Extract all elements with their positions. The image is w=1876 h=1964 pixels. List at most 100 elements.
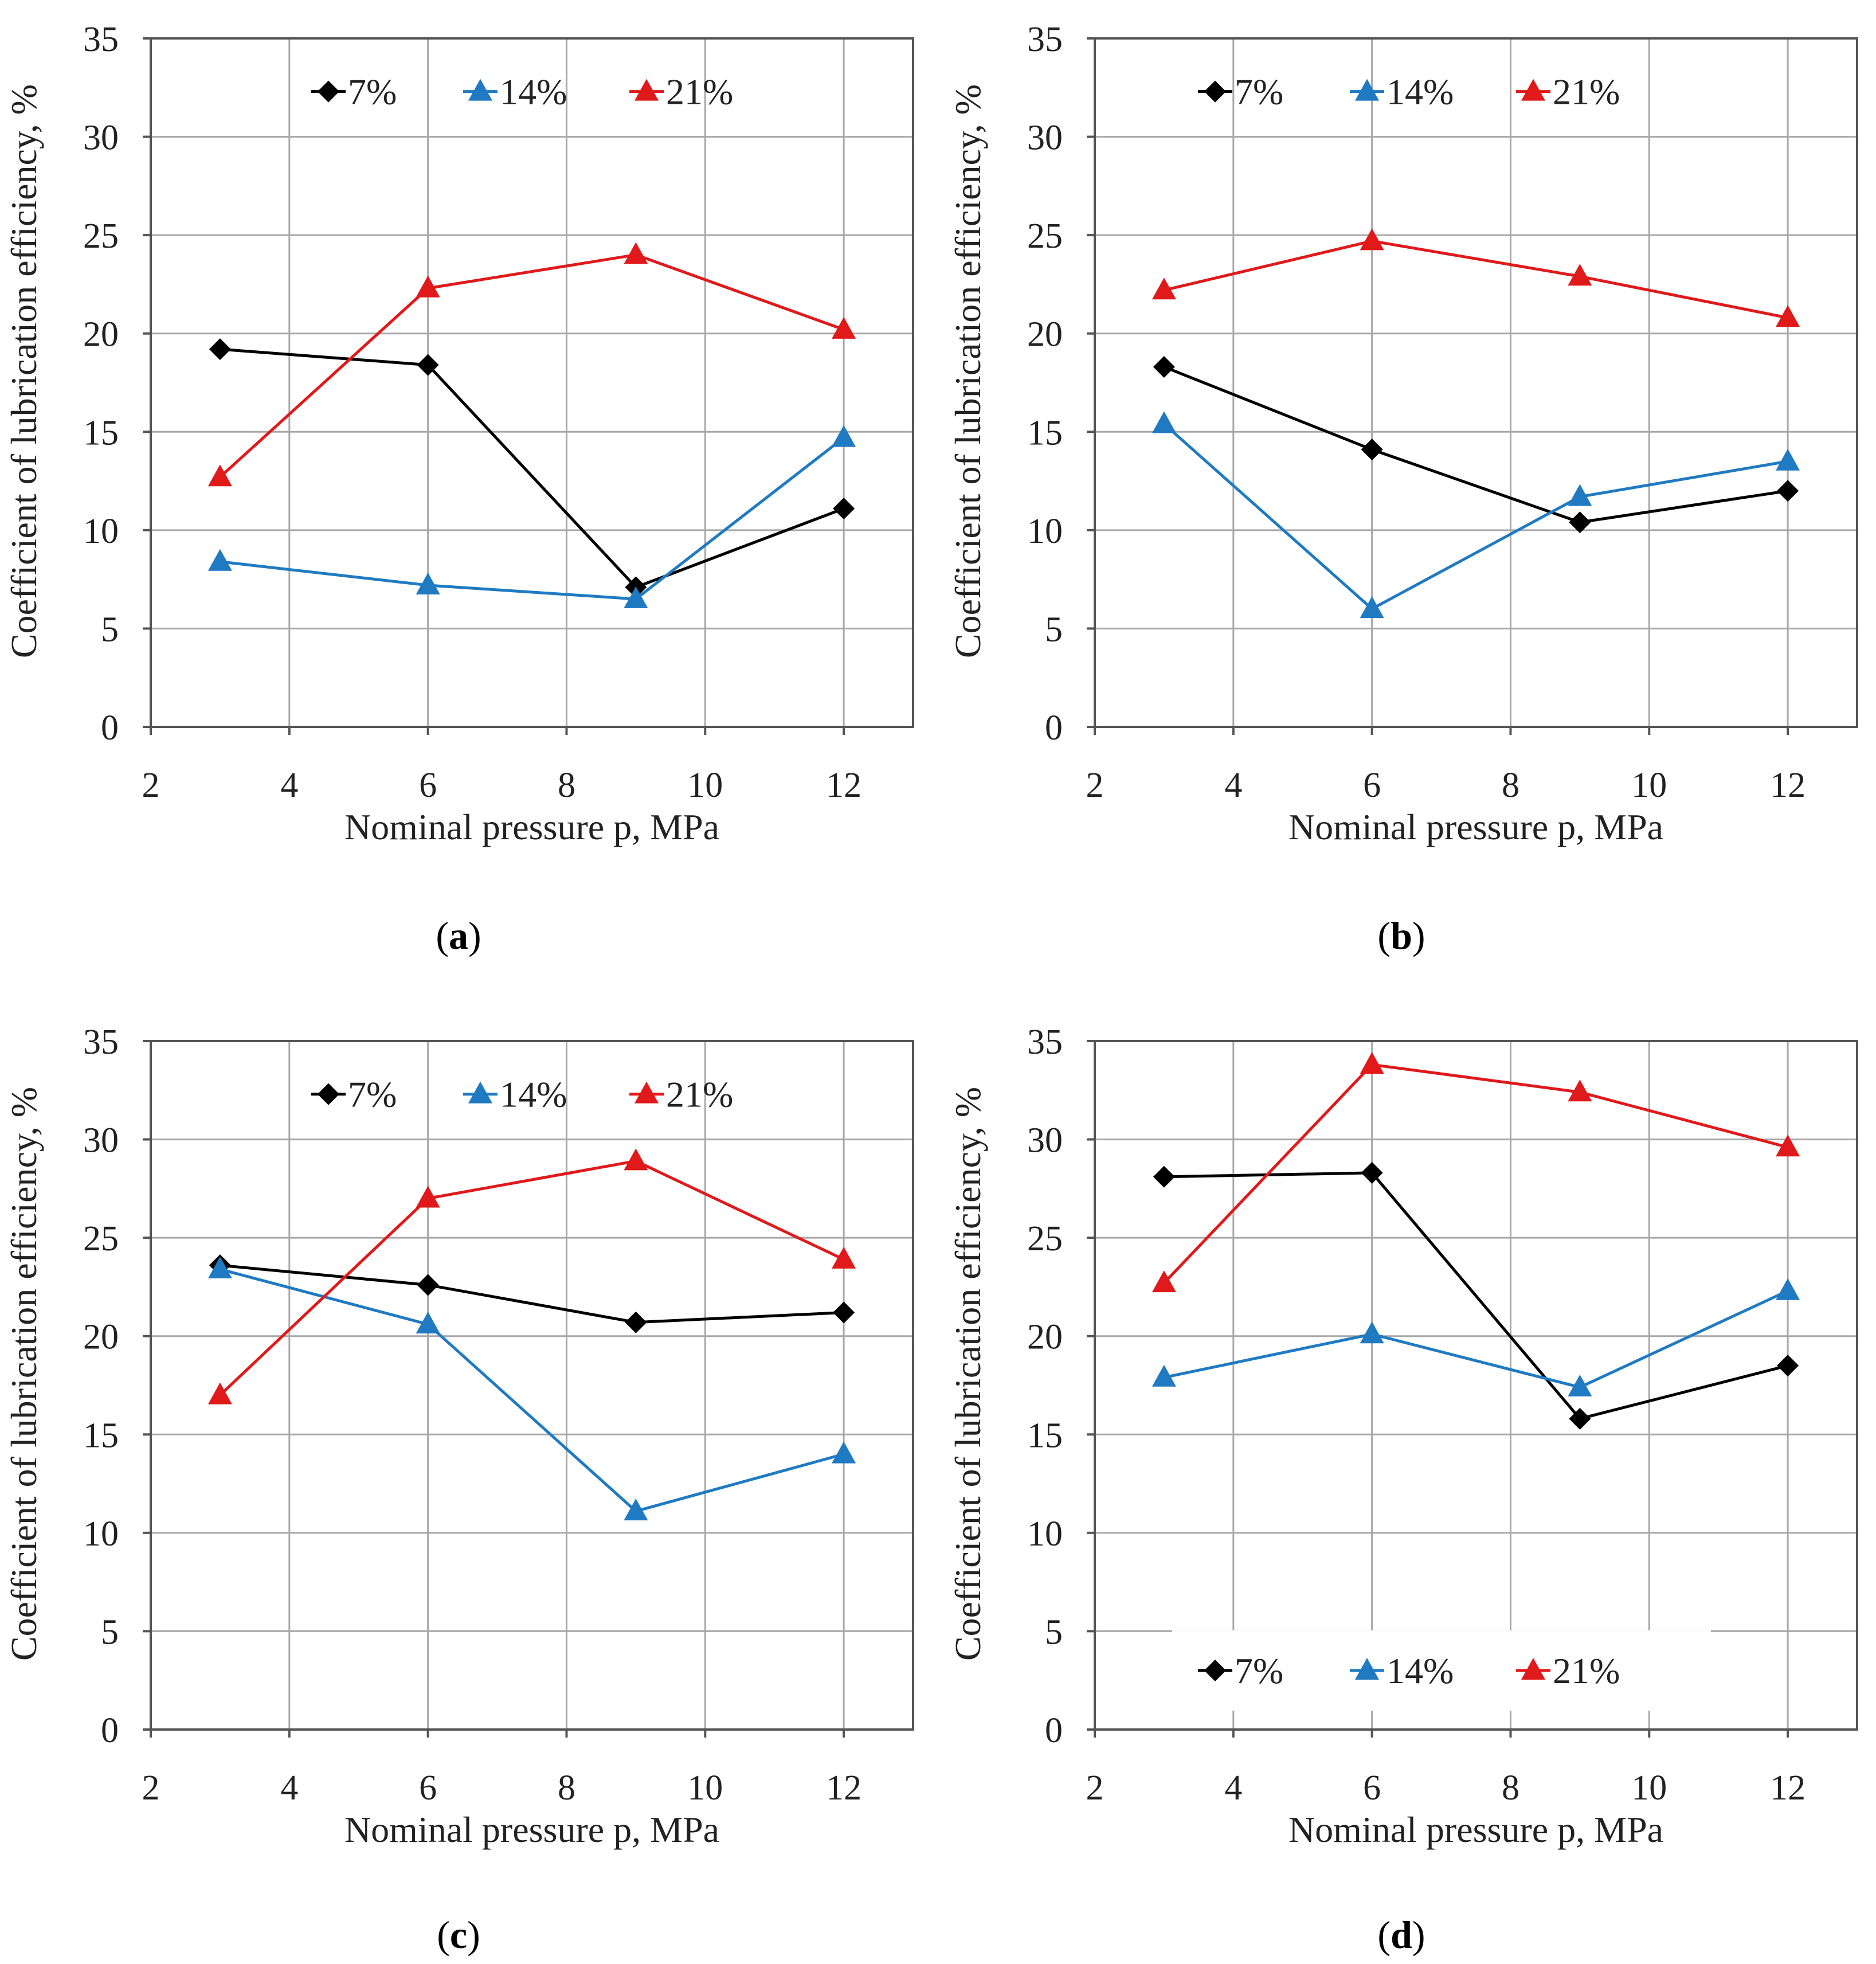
x-tick-label-2: 2 [142, 766, 160, 805]
y-tick-label-25: 25 [1027, 1219, 1063, 1258]
y-tick-label-15: 15 [83, 1416, 119, 1455]
data-point-14-3 [1152, 1364, 1176, 1387]
y-tick-label-20: 20 [83, 315, 119, 354]
data-point-7-3 [1153, 1165, 1175, 1188]
legend-label-14: 14% [1387, 72, 1454, 112]
data-point-7-6 [1361, 439, 1383, 461]
x-tick-label-12: 12 [1770, 1769, 1805, 1807]
legend-marker-21 [1521, 1658, 1545, 1680]
legend-marker-7 [318, 1083, 339, 1105]
data-point-14-6 [1360, 596, 1384, 619]
legend-label-7: 7% [348, 72, 397, 112]
y-tick-label-5: 5 [101, 1613, 119, 1652]
y-tick-label-20: 20 [83, 1318, 119, 1357]
legend-label-21: 21% [1553, 72, 1620, 112]
data-point-14-12 [1776, 1278, 1800, 1300]
y-tick-label-25: 25 [1027, 217, 1063, 256]
legend-marker-21 [635, 79, 659, 101]
caption-b-letter: b [1391, 914, 1412, 957]
plot-area-b [1095, 38, 1857, 727]
y-tick-label-30: 30 [83, 1121, 119, 1160]
data-point-7-6 [1361, 1161, 1383, 1184]
x-tick-label-4: 4 [280, 1769, 298, 1807]
x-tick-label-2: 2 [142, 1769, 160, 1807]
data-point-14-6 [416, 1312, 440, 1334]
data-point-14-9 [1568, 484, 1592, 506]
series-line-21-a [219, 253, 844, 479]
plot-area-c [151, 1041, 913, 1730]
series-line-14-d [1164, 1289, 1789, 1389]
data-point-14-3 [1152, 411, 1176, 433]
data-point-21-9 [1568, 264, 1592, 286]
data-point-14-9 [624, 586, 648, 608]
data-point-21-9 [1568, 1079, 1592, 1102]
data-point-21-6 [416, 1186, 440, 1208]
y-tick-label-15: 15 [1027, 413, 1063, 452]
legend-marker-7 [1204, 1660, 1226, 1682]
legend-a: 7% 14% 21% [311, 72, 733, 112]
data-point-14-6 [416, 572, 440, 594]
y-tick-label-35: 35 [83, 20, 119, 59]
data-point-21-6 [416, 275, 440, 298]
x-tick-label-8: 8 [558, 766, 575, 805]
data-point-14-3 [207, 1257, 232, 1279]
legend-marker-7 [1204, 80, 1226, 103]
legend-marker-21 [635, 1081, 659, 1104]
data-point-21-9 [624, 1148, 648, 1171]
legend-label-14: 14% [1387, 1650, 1454, 1691]
data-point-21-6 [1360, 228, 1384, 251]
y-tick-label-35: 35 [1027, 20, 1063, 59]
legend-label-21: 21% [666, 1074, 733, 1115]
panel-d: 0 5 10 15 20 25 30 35 2 4 6 8 10 12 Nominal pressure p… [947, 1023, 1858, 1850]
gridlines-c [150, 1040, 913, 1731]
plot-frame-a [150, 37, 914, 728]
gridlines-a [150, 37, 913, 728]
legend-d: 7% 14% 21% [1172, 1630, 1711, 1711]
x-tick-label-8: 8 [1502, 766, 1519, 805]
series-line-21-b [1164, 239, 1788, 319]
data-point-14-6 [1360, 1321, 1384, 1344]
data-point-14-3 [207, 549, 232, 571]
plot-frame-c [150, 1040, 914, 1731]
x-tick-label-8: 8 [1502, 1769, 1519, 1807]
x-axis-label-a: Nominal pressure p, MPa [344, 807, 719, 847]
data-point-21-3 [1152, 277, 1176, 300]
y-tick-label-5: 5 [1045, 1613, 1063, 1652]
y-tick-label-10: 10 [1027, 1515, 1063, 1554]
legend-label-14: 14% [500, 1074, 567, 1115]
x-tick-label-10: 10 [1631, 766, 1667, 805]
x-tick-label-12: 12 [1770, 766, 1805, 805]
plot-area-a [151, 38, 913, 727]
legend-c: 7% 14% 21% [311, 1074, 733, 1115]
plot-frame-b [1094, 37, 1858, 728]
data-point-7-12 [1777, 480, 1799, 502]
x-tick-label-6: 6 [1363, 1769, 1381, 1807]
y-tick-label-0: 0 [101, 1711, 119, 1750]
y-tick-label-5: 5 [1045, 610, 1063, 649]
y-tick-label-15: 15 [1027, 1416, 1063, 1455]
data-point-7-12 [833, 498, 855, 520]
panel-c: 0 5 10 15 20 25 30 35 2 4 6 8 10 12 Nominal pressure p… [3, 1023, 914, 1850]
x-tick-label-4: 4 [1224, 766, 1242, 805]
data-point-7-3 [209, 338, 231, 361]
x-tick-label-10: 10 [687, 766, 723, 805]
series-line-7-c [220, 1263, 844, 1324]
x-axis-label-b: Nominal pressure p, MPa [1288, 807, 1663, 847]
y-tick-label-10: 10 [83, 512, 119, 551]
y-axis-label-a: Coefficient of lubrication efficiency, % [3, 84, 44, 658]
y-tick-label-25: 25 [83, 217, 119, 256]
x-tick-label-2: 2 [1086, 766, 1104, 805]
data-point-21-12 [832, 1246, 856, 1269]
y-tick-label-30: 30 [83, 119, 119, 158]
legend-label-14: 14% [500, 72, 567, 112]
data-point-7-6 [417, 354, 439, 376]
data-point-14-9 [624, 1499, 648, 1521]
x-tick-label-10: 10 [1631, 1769, 1667, 1807]
y-tick-label-30: 30 [1027, 1121, 1063, 1160]
legend-box-d [1172, 1630, 1711, 1711]
x-tick-label-10: 10 [687, 1769, 723, 1807]
x-tick-label-2: 2 [1086, 1769, 1104, 1807]
data-point-21-12 [832, 316, 856, 339]
x-tick-label-8: 8 [558, 1769, 575, 1807]
